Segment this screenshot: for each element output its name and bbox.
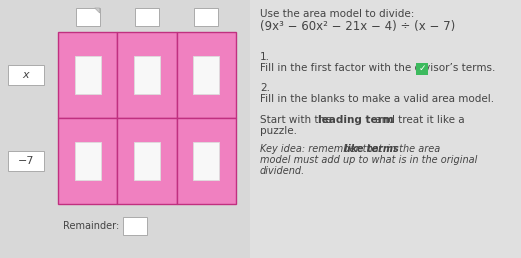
Polygon shape: [95, 8, 100, 13]
Text: puzzle.: puzzle.: [260, 126, 297, 136]
Bar: [254, 0, 521, 258]
Bar: [193, 56, 219, 94]
Bar: [194, 8, 218, 26]
Text: 1.: 1.: [260, 52, 270, 62]
Text: leading term: leading term: [318, 115, 393, 125]
Bar: [58, 32, 117, 118]
Text: Fill in the first factor with the divisor’s terms.: Fill in the first factor with the diviso…: [260, 63, 495, 73]
Bar: [177, 118, 236, 204]
Bar: [8, 65, 44, 85]
Text: Fill in the blanks to make a valid area model.: Fill in the blanks to make a valid area …: [260, 94, 494, 104]
Bar: [134, 142, 160, 180]
Text: (9x³ − 60x² − 21x − 4) ÷ (x − 7): (9x³ − 60x² − 21x − 4) ÷ (x − 7): [260, 20, 455, 33]
Text: in the area: in the area: [384, 144, 440, 154]
Text: Key idea: remember that: Key idea: remember that: [260, 144, 386, 154]
Bar: [75, 142, 101, 180]
Text: model must add up to what is in the original: model must add up to what is in the orig…: [260, 155, 477, 165]
Text: −7: −7: [18, 156, 34, 166]
Text: Remainder:: Remainder:: [63, 221, 119, 231]
Bar: [75, 56, 101, 94]
Text: Start with the: Start with the: [260, 115, 335, 125]
Text: x: x: [23, 70, 29, 80]
Bar: [177, 32, 236, 118]
Bar: [0, 0, 250, 258]
Bar: [135, 8, 159, 26]
Bar: [193, 142, 219, 180]
Bar: [123, 217, 147, 235]
Text: 2.: 2.: [260, 83, 270, 93]
Bar: [117, 32, 177, 118]
Text: Use the area model to divide:: Use the area model to divide:: [260, 9, 414, 19]
Text: like terms: like terms: [344, 144, 399, 154]
Bar: [134, 56, 160, 94]
Text: dividend.: dividend.: [260, 166, 305, 176]
Bar: [58, 118, 117, 204]
Text: and treat it like a: and treat it like a: [372, 115, 464, 125]
Bar: [8, 151, 44, 171]
Bar: [76, 8, 100, 26]
Text: ✓: ✓: [418, 64, 426, 73]
Bar: [117, 118, 177, 204]
Bar: [416, 62, 428, 75]
